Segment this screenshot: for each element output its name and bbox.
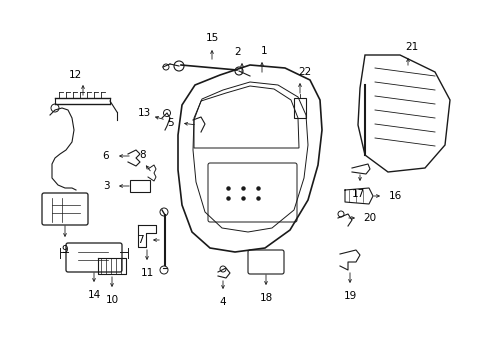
- Text: 1: 1: [260, 46, 267, 56]
- Bar: [293, 98, 305, 118]
- Text: 18: 18: [259, 293, 272, 303]
- Text: 22: 22: [298, 67, 311, 77]
- Text: 3: 3: [102, 181, 109, 191]
- Text: 21: 21: [405, 42, 418, 52]
- Text: 7: 7: [137, 235, 143, 245]
- Text: 19: 19: [343, 291, 356, 301]
- Text: 14: 14: [87, 290, 101, 300]
- Text: 13: 13: [137, 108, 150, 118]
- Text: 11: 11: [140, 268, 153, 278]
- Text: 15: 15: [205, 33, 218, 43]
- Text: 12: 12: [68, 70, 81, 80]
- Text: 9: 9: [61, 245, 68, 255]
- Text: 17: 17: [351, 189, 364, 199]
- Text: 5: 5: [167, 118, 174, 128]
- Text: 4: 4: [219, 297, 226, 307]
- Text: 10: 10: [105, 295, 118, 305]
- Bar: [130, 180, 150, 192]
- Text: 2: 2: [234, 47, 241, 57]
- Text: 16: 16: [387, 191, 401, 201]
- Text: 20: 20: [363, 213, 376, 223]
- Text: 6: 6: [102, 151, 109, 161]
- Text: 8: 8: [140, 150, 146, 160]
